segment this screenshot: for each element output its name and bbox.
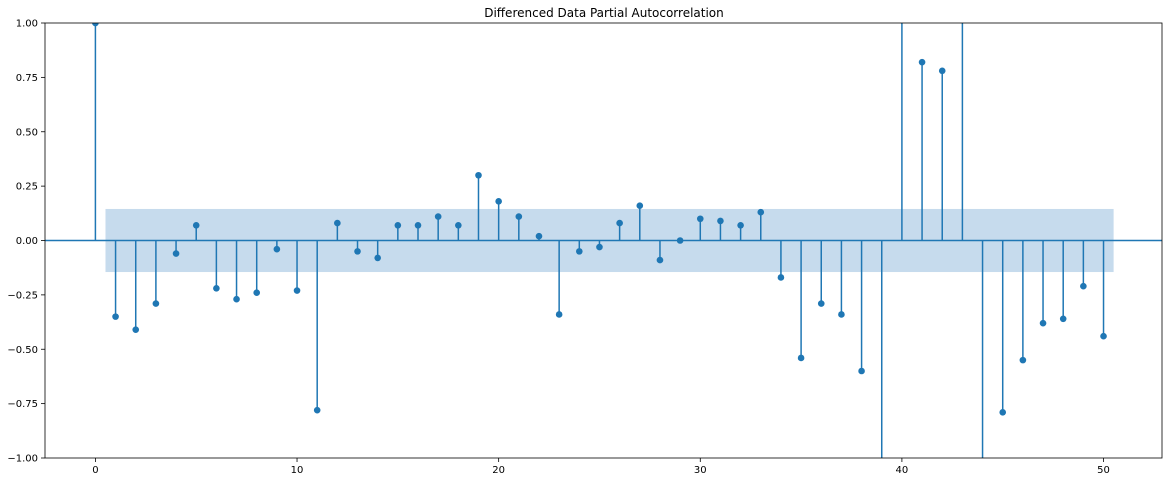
stem-marker (817, 300, 825, 307)
x-tick-label: 0 (92, 465, 98, 476)
x-tick-label: 20 (492, 465, 505, 476)
x-tick-label: 50 (1097, 465, 1110, 476)
stems-group (92, 23, 1107, 458)
stem-marker (616, 219, 623, 227)
stem-marker (676, 237, 684, 244)
stem-marker (213, 285, 220, 292)
x-tick-label: 30 (694, 465, 707, 476)
stem-marker (394, 221, 402, 229)
y-tick-label: −0.50 (7, 345, 38, 356)
y-axis: −1.00 −0.75 −0.50 −0.25 0.00 0.25 0.50 0.75 1.00 (7, 19, 45, 465)
y-tick-label: 0.75 (16, 73, 38, 84)
stem-marker (938, 67, 946, 75)
stem-marker (1039, 319, 1047, 327)
stem-marker (374, 254, 381, 262)
stem-marker (757, 208, 765, 216)
x-tick-label: 40 (896, 465, 909, 476)
y-tick-label: 0.50 (16, 127, 38, 138)
stem-marker (1019, 356, 1027, 364)
stem-marker (172, 250, 180, 257)
stem-marker (233, 295, 240, 303)
y-tick-label: 0.00 (16, 236, 38, 247)
y-tick-label: −0.75 (7, 399, 38, 410)
stem-marker (112, 313, 119, 320)
stem-marker (253, 289, 261, 297)
stem-marker (455, 221, 462, 229)
stem-marker (334, 219, 341, 227)
stem-marker (515, 213, 523, 220)
stem-marker (596, 243, 603, 251)
y-tick-label: −1.00 (7, 454, 38, 465)
plot-area (44, 22, 1163, 459)
y-tick-label: 0.25 (16, 182, 38, 193)
stem-marker (555, 311, 563, 318)
stem-marker (192, 221, 200, 229)
stem-marker (1059, 315, 1067, 323)
stem-marker (495, 198, 502, 205)
stem-marker (737, 221, 744, 229)
stem-marker (132, 326, 140, 333)
stem-marker (1100, 332, 1107, 340)
stem-marker (1080, 282, 1087, 290)
stem-marker (414, 221, 422, 229)
stem-marker (313, 406, 321, 414)
stem-marker (838, 311, 845, 318)
stem-marker (273, 245, 281, 253)
stem-marker (434, 213, 442, 220)
stem-marker (999, 409, 1007, 416)
y-tick-label: −0.25 (7, 290, 38, 301)
stem-marker (293, 287, 301, 294)
stem-marker (92, 23, 99, 27)
chart-title: Differenced Data Partial Autocorrelation (484, 6, 724, 20)
stem-marker (152, 300, 160, 307)
stem-marker (858, 367, 865, 375)
stem-marker (777, 274, 785, 281)
stem-marker (576, 248, 583, 255)
x-tick-label: 10 (291, 465, 304, 476)
stem-marker (636, 202, 644, 209)
stem-marker (475, 171, 482, 179)
y-tick-label: 1.00 (16, 19, 38, 30)
x-axis: 0 10 20 30 40 50 (92, 458, 1110, 476)
stem-marker (696, 215, 704, 223)
stem-marker (717, 217, 724, 225)
stem-marker (656, 256, 664, 264)
stem-marker (535, 232, 543, 240)
stem-marker (918, 58, 926, 66)
stem-marker (354, 248, 361, 255)
stem-marker (797, 354, 805, 362)
